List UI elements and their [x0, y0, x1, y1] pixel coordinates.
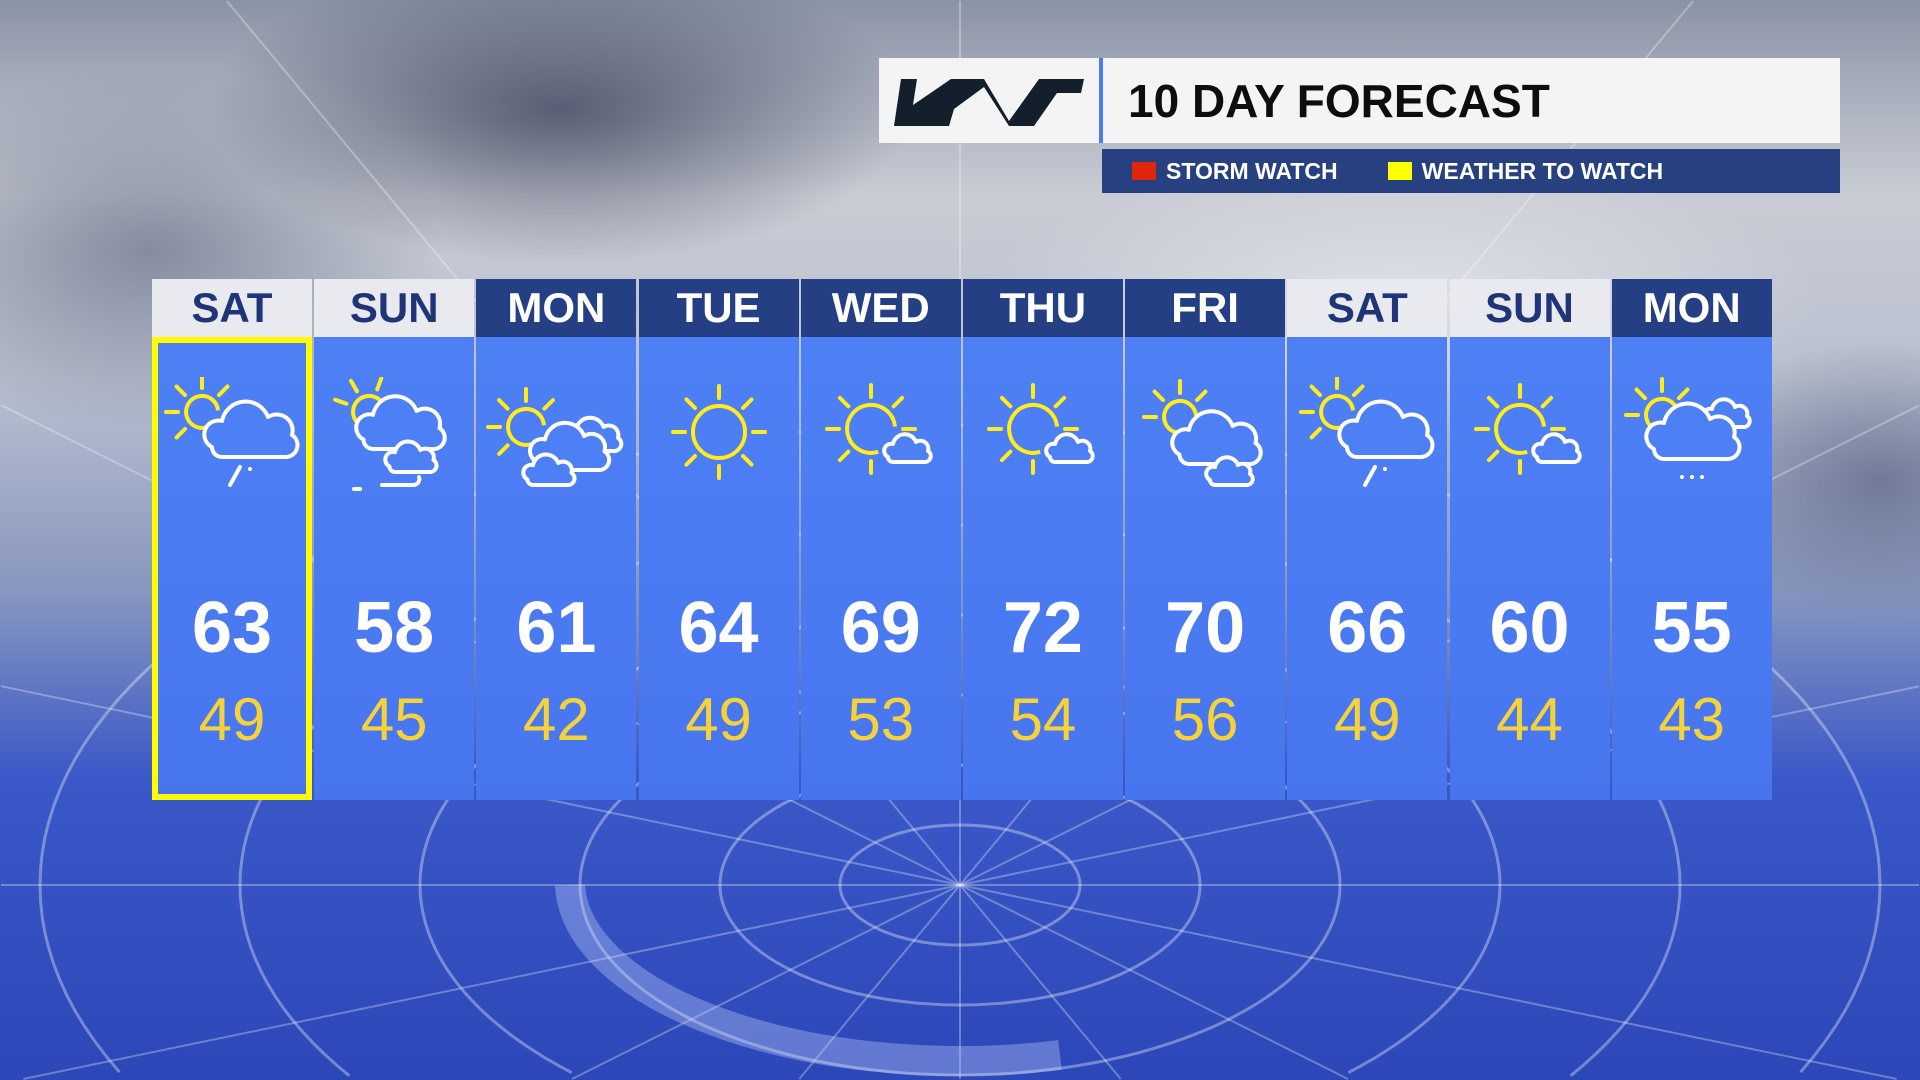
high-temp: 63 [191, 588, 273, 668]
low-temp: 56 [1171, 686, 1239, 753]
day-column: SAT 66 49 [1287, 279, 1448, 800]
mostly-cloudy-fog-icon [333, 377, 447, 491]
day-column: TUE 64 49 [638, 279, 799, 800]
day-body: 70 56 [1125, 337, 1286, 800]
low-temp: 54 [1009, 686, 1077, 753]
day-column: SUN 58 45 [314, 279, 475, 800]
forecast-grid: SAT 63 49 SUN 58 45 MON 61 42 TUE 64 49 … [152, 279, 1774, 800]
sunny-icon [670, 384, 767, 480]
mostly-cloudy-icon [486, 387, 624, 488]
high-temp: 64 [678, 588, 759, 668]
kia-logo [879, 58, 1099, 143]
day-label: SUN [1449, 279, 1610, 337]
day-body: 55 43 [1611, 337, 1772, 800]
mostly-sunny-icon [1473, 383, 1582, 475]
partly-cloudy-showers-icon [164, 377, 300, 487]
high-temp: 55 [1651, 588, 1732, 668]
day-body: 58 45 [314, 337, 475, 800]
title-bar: 10 DAY FORECAST [1099, 58, 1840, 143]
legend: STORM WATCH WEATHER TO WATCH [1102, 149, 1840, 193]
low-temp: 49 [198, 686, 266, 753]
high-temp: 61 [516, 588, 597, 668]
low-temp: 43 [1658, 686, 1726, 753]
day-column: MON 55 43 [1611, 279, 1772, 800]
day-label: SAT [152, 279, 312, 337]
page-title: 10 DAY FORECAST [1128, 74, 1550, 127]
legend-weather-to-watch: WEATHER TO WATCH [1387, 157, 1664, 185]
high-temp: 60 [1489, 588, 1570, 668]
partly-cloudy-icon [1142, 379, 1263, 488]
high-temp: 72 [1002, 588, 1083, 668]
day-body: 63 49 [152, 337, 312, 800]
low-temp: 45 [360, 686, 428, 753]
legend-label: STORM WATCH [1166, 157, 1338, 184]
day-label: THU [962, 279, 1123, 337]
day-column: FRI 70 56 [1125, 279, 1286, 800]
day-label: TUE [638, 279, 799, 337]
kia-logo-icon [894, 78, 1084, 126]
day-label: MON [476, 279, 637, 337]
day-label: MON [1611, 279, 1772, 337]
low-temp: 49 [1333, 686, 1401, 753]
day-body: 61 42 [476, 337, 637, 800]
high-temp: 66 [1327, 588, 1408, 668]
day-column: MON 61 42 [476, 279, 637, 800]
low-temp: 44 [1496, 686, 1563, 753]
partly-cloudy-showers-icon [1299, 377, 1435, 487]
cloudy-drizzle-icon [1623, 377, 1752, 479]
day-label: WED [800, 279, 961, 337]
low-temp: 53 [847, 686, 915, 753]
day-body: 66 49 [1287, 337, 1448, 800]
mostly-sunny-icon [824, 383, 933, 475]
weather-swatch [1387, 162, 1412, 180]
day-column: WED 69 53 [800, 279, 961, 800]
high-temp: 70 [1165, 588, 1246, 668]
legend-label: WEATHER TO WATCH [1421, 157, 1664, 184]
low-temp: 42 [523, 686, 590, 753]
day-body: 60 44 [1449, 337, 1610, 800]
low-temp: 49 [685, 686, 752, 753]
day-body: 64 49 [638, 337, 799, 800]
day-label: SUN [314, 279, 475, 337]
day-column: SAT 63 49 [152, 279, 312, 800]
mostly-sunny-icon [986, 383, 1095, 475]
high-temp: 69 [840, 588, 921, 668]
day-column: THU 72 54 [962, 279, 1123, 800]
high-temp: 58 [354, 588, 435, 668]
day-column: SUN 60 44 [1449, 279, 1610, 800]
day-label: FRI [1125, 279, 1286, 337]
storm-swatch [1132, 162, 1156, 180]
day-body: 69 53 [800, 337, 961, 800]
legend-storm-watch: STORM WATCH [1132, 158, 1338, 185]
day-body: 72 54 [962, 337, 1123, 800]
day-label: SAT [1287, 279, 1448, 337]
